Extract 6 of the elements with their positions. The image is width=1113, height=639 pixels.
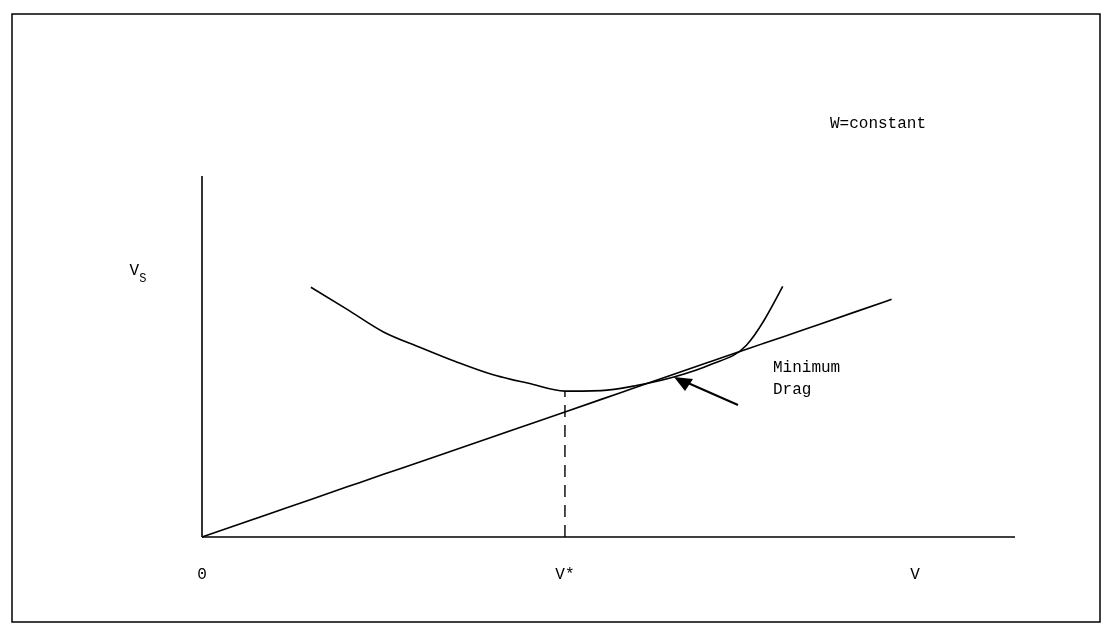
x-axis-title: V xyxy=(910,566,921,584)
y-axis-title: V$_{S}$ xyxy=(129,262,147,286)
x-tick-label: 0 xyxy=(197,566,207,584)
x-tick-label: V* xyxy=(555,566,575,584)
text: W=constant xyxy=(830,115,927,133)
annotation: Minimum Drag xyxy=(773,359,841,399)
